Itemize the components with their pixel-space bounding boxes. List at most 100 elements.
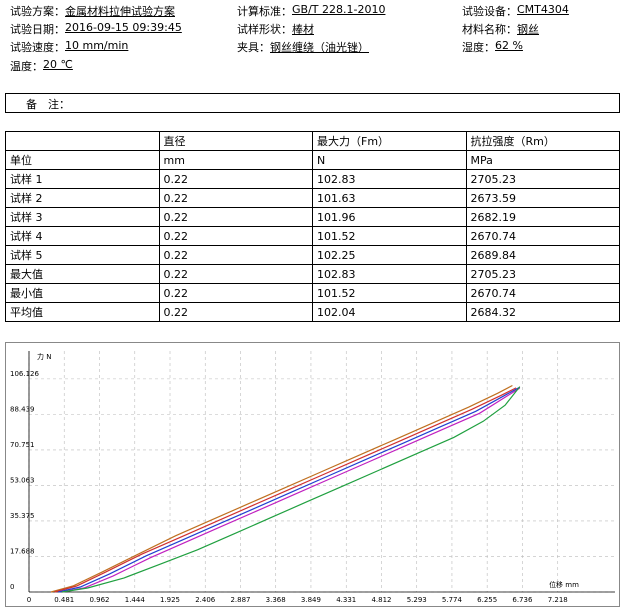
- field-value: 10 mm/min: [65, 39, 129, 52]
- cell: 试样 5: [5, 245, 160, 265]
- cell: 平均值: [5, 302, 160, 322]
- table-row: 试样 1 0.22 102.83 2705.23: [5, 169, 620, 189]
- field-value: 棒材: [292, 23, 314, 36]
- curve: [58, 386, 521, 593]
- field-value: 2016-09-15 09:39:45: [65, 21, 182, 34]
- table-row: 平均值 0.22 102.04 2684.32: [5, 302, 620, 322]
- remark-label: 备 注：: [26, 98, 70, 111]
- x-tick-label: 6.255: [477, 596, 497, 604]
- cell: N: [312, 150, 467, 170]
- x-tick-label: 3.849: [301, 596, 321, 604]
- cell: 2682.19: [465, 207, 620, 227]
- cell: 0.22: [158, 226, 313, 246]
- y-tick-label: 70.751: [10, 441, 35, 449]
- x-tick-label: 1.444: [125, 596, 146, 604]
- table-row: 试样 2 0.22 101.63 2673.59: [5, 188, 620, 208]
- field-value: CMT4304: [517, 3, 569, 16]
- header-cell: [5, 131, 160, 151]
- x-tick-label: 2.406: [195, 596, 216, 604]
- x-tick-label: 2.887: [230, 596, 250, 604]
- table-header-row: 直径 最大力（Fm） 抗拉强度（Rm）: [5, 131, 620, 151]
- x-tick-label: 3.368: [266, 596, 286, 604]
- y-tick-label: 35.375: [10, 512, 35, 520]
- x-tick-label: 4.812: [371, 596, 391, 604]
- curve: [54, 387, 517, 593]
- cell: 2670.74: [465, 226, 620, 246]
- cell: 102.83: [312, 264, 467, 284]
- x-tick-label: 4.331: [336, 596, 356, 604]
- field-value: GB/T 228.1-2010: [292, 3, 386, 16]
- cell: 2673.59: [465, 188, 620, 208]
- cell: 试样 4: [5, 226, 160, 246]
- cell: 102.25: [312, 245, 467, 265]
- header-cell: 直径: [158, 131, 313, 151]
- cell: 101.52: [312, 283, 467, 303]
- cell: 0.22: [158, 302, 313, 322]
- field-label: 试验方案：: [10, 5, 65, 18]
- cell: 0.22: [158, 188, 313, 208]
- x-tick-label: 5.293: [407, 596, 427, 604]
- cell: 最大值: [5, 264, 160, 284]
- cell: 试样 1: [5, 169, 160, 189]
- cell: 102.83: [312, 169, 467, 189]
- field-value: 62 %: [495, 39, 523, 52]
- y-tick-label: 53.063: [10, 476, 35, 484]
- x-tick-label: 0: [27, 596, 31, 604]
- cell: 2689.84: [465, 245, 620, 265]
- table-row: 单位 mm N MPa: [5, 150, 620, 170]
- cell: 2684.32: [465, 302, 620, 322]
- field-value: 金属材料拉伸试验方案: [65, 5, 175, 18]
- y-tick-label: 88.439: [10, 405, 35, 413]
- field-label: 试验设备：: [462, 5, 517, 18]
- result-table: 直径 最大力（Fm） 抗拉强度（Rm） 单位 mm N MPa 试样 1 0.22 102.83 2…: [5, 131, 620, 322]
- cell: 101.63: [312, 188, 467, 208]
- cell: 0.22: [158, 245, 313, 265]
- cell: 最小值: [5, 283, 160, 303]
- y-tick-label: 17.688: [10, 547, 35, 555]
- cell: 101.52: [312, 226, 467, 246]
- x-axis-title: 位移 mm: [549, 580, 579, 589]
- curve: [61, 387, 521, 593]
- x-tick-label: 0.962: [89, 596, 109, 604]
- y-tick-label: 106.126: [10, 370, 39, 378]
- header-cell: 抗拉强度（Rm）: [465, 131, 620, 151]
- y-tick-label: 0: [10, 583, 14, 591]
- field-value: 钢丝: [517, 23, 539, 36]
- curve: [50, 384, 513, 593]
- cell: 2670.74: [465, 283, 620, 303]
- table-row: 试样 4 0.22 101.52 2670.74: [5, 226, 620, 246]
- x-tick-label: 7.218: [548, 596, 568, 604]
- x-tick-label: 1.925: [160, 596, 180, 604]
- cell: 0.22: [158, 207, 313, 227]
- field-label: 计算标准：: [237, 5, 292, 18]
- chart: 0 17.688 35.375 53.063 70.751 88.439 106.126 0 0…: [5, 342, 620, 607]
- table-row: 试样 3 0.22 101.96 2682.19: [5, 207, 620, 227]
- remark-box: 备 注：: [5, 93, 620, 113]
- cell: 2705.23: [465, 169, 620, 189]
- table-row: 最小值 0.22 101.52 2670.74: [5, 283, 620, 303]
- cell: 0.22: [158, 264, 313, 284]
- field-label: 温度：: [10, 60, 43, 73]
- table-row: 试样 5 0.22 102.25 2689.84: [5, 245, 620, 265]
- field-label: 湿度：: [462, 41, 495, 54]
- cell: 试样 2: [5, 188, 160, 208]
- cell: 2705.23: [465, 264, 620, 284]
- y-axis-title: 力 N: [37, 352, 51, 361]
- x-tick-label: 5.774: [442, 596, 463, 604]
- cell: 0.22: [158, 283, 313, 303]
- cell: 0.22: [158, 169, 313, 189]
- field-label: 试验速度：: [10, 41, 65, 54]
- field-label: 试样形状：: [237, 23, 292, 36]
- field-value: 钢丝缠绕（油光锉）: [270, 41, 369, 54]
- field-value: 20 ℃: [43, 58, 73, 71]
- cell: mm: [158, 150, 313, 170]
- cell: 102.04: [312, 302, 467, 322]
- header-cell: 最大力（Fm）: [312, 131, 467, 151]
- cell: 101.96: [312, 207, 467, 227]
- cell: 单位: [5, 150, 160, 170]
- table-row: 最大值 0.22 102.83 2705.23: [5, 264, 620, 284]
- cell: 试样 3: [5, 207, 160, 227]
- x-tick-label: 6.736: [512, 596, 533, 604]
- field-label: 夹具：: [237, 41, 270, 54]
